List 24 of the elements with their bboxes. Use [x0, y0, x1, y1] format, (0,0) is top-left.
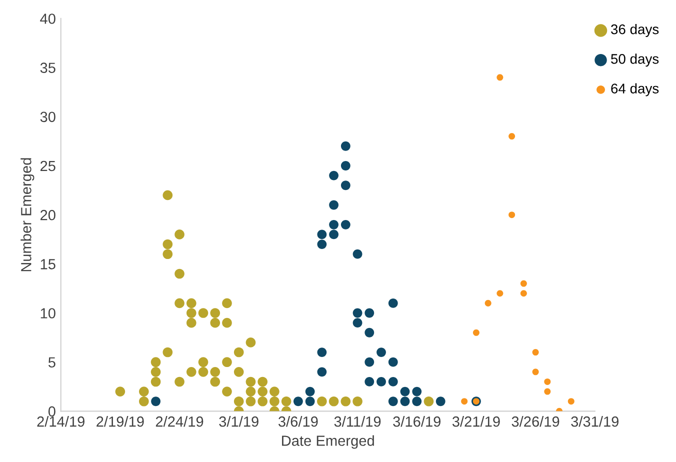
y-tick-label: 35 [40, 62, 56, 73]
y-axis-title: Number Emerged [20, 158, 34, 272]
y-tick-label: 5 [48, 357, 56, 368]
x-tick-label: 3/21/19 [452, 416, 500, 427]
y-tick-label: 40 [40, 14, 56, 24]
x-tick-label: 2/14/19 [37, 416, 84, 427]
x-tick-label: 3/16/19 [393, 416, 441, 427]
y-tick-label: 10 [40, 308, 56, 318]
y-tick-label: 20 [40, 210, 56, 220]
x-tick-label: 3/11/19 [334, 416, 381, 427]
x-tick-label: 3/26/19 [512, 416, 560, 427]
x-axis-title: Date Emerged [282, 435, 374, 449]
x-tick-label: 3/1/19 [219, 416, 258, 427]
x-tick-label: 3/31/19 [571, 416, 619, 427]
y-tick-label: 15 [40, 259, 56, 270]
legend-label: 50 days [611, 54, 659, 67]
x-tick-label: 2/24/19 [156, 416, 204, 427]
legend-label: 64 days [611, 83, 659, 96]
legend-label: 36 days [611, 24, 659, 37]
x-tick-label: 2/19/19 [96, 416, 144, 427]
y-tick-label: 25 [40, 160, 56, 172]
y-tick-label: 0 [48, 406, 56, 417]
x-tick-label: 3/6/19 [278, 416, 318, 427]
y-tick-label: 30 [40, 112, 56, 122]
